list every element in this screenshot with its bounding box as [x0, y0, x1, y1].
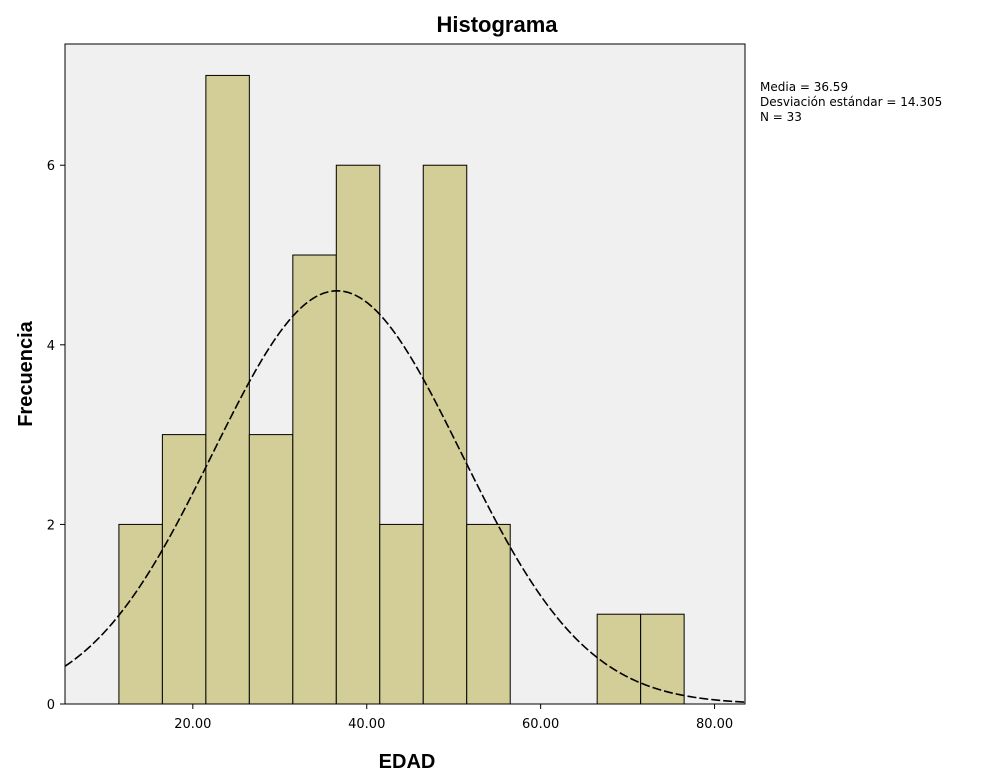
- histogram-bar: [640, 613, 685, 705]
- histogram-bar: [422, 164, 468, 705]
- stat-std-dev: Desviación estándar = 14.305: [760, 95, 942, 109]
- y-tick-label: 6: [47, 159, 55, 174]
- x-tick-label: 80.00: [696, 717, 733, 732]
- chart-title: Histograma: [436, 12, 558, 37]
- x-axis-ticks: 20.00 40.00 60.00 80.00: [174, 704, 733, 732]
- histogram-bar: [292, 254, 337, 705]
- histogram-bar: [118, 523, 163, 705]
- histogram-bar: [205, 74, 250, 705]
- x-tick-label: 20.00: [174, 717, 211, 732]
- histogram-bar: [466, 523, 511, 705]
- histogram-bar: [379, 523, 424, 705]
- histogram-bar: [248, 434, 294, 705]
- histogram-bar: [161, 434, 207, 705]
- stat-mean: Media = 36.59: [760, 80, 848, 94]
- x-tick-label: 40.00: [348, 717, 385, 732]
- y-axis-ticks: 0 2 4 6: [47, 159, 65, 713]
- bars-group: [118, 74, 685, 705]
- histogram-bar: [596, 613, 642, 705]
- y-tick-label: 4: [47, 339, 55, 354]
- y-tick-label: 0: [47, 698, 55, 713]
- y-axis-label: Frecuencia: [15, 320, 37, 426]
- stat-n: N = 33: [760, 110, 802, 124]
- histogram-bar: [335, 164, 381, 705]
- normal-curve: [64, 289, 746, 703]
- x-tick-label: 60.00: [522, 717, 559, 732]
- y-tick-label: 2: [47, 518, 55, 533]
- x-axis-label: EDAD: [379, 751, 436, 773]
- stats-legend: Media = 36.59 Desviación estándar = 14.3…: [760, 80, 942, 124]
